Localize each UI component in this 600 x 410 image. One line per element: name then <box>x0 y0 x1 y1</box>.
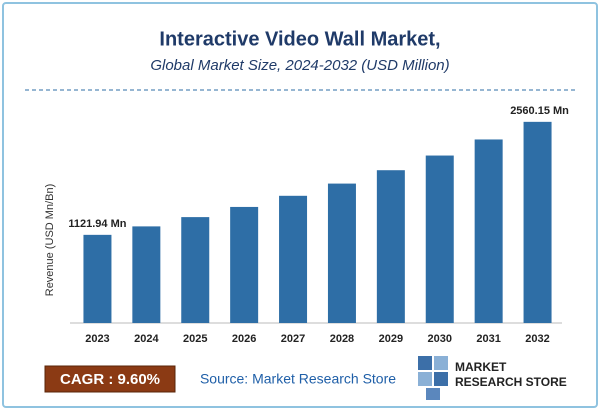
bar <box>425 155 454 323</box>
x-tick-label: 2026 <box>232 333 256 345</box>
data-label: 2560.15 Mn <box>510 105 569 117</box>
x-tick-label: 2023 <box>85 333 109 345</box>
chart-subtitle: Global Market Size, 2024-2032 (USD Milli… <box>150 57 449 74</box>
x-tick-label: 2030 <box>428 333 452 345</box>
bar <box>279 195 308 323</box>
cagr: CAGR : 9.60% <box>60 371 160 388</box>
bar <box>523 121 552 323</box>
x-tick-label: 2025 <box>183 333 207 345</box>
logo-icon <box>418 356 448 400</box>
bar <box>230 206 259 323</box>
bar <box>83 234 112 323</box>
x-tick-label: 2028 <box>330 333 354 345</box>
source: Source: Market Research Store <box>200 371 396 387</box>
x-tick-label: 2031 <box>476 333 500 345</box>
bar <box>132 226 161 323</box>
bar <box>327 183 356 323</box>
x-tick-label: 2029 <box>379 333 403 345</box>
y-axis-label: Revenue (USD Mn/Bn) <box>44 184 56 297</box>
bar <box>474 139 503 323</box>
data-label: 1121.94 Mn <box>68 218 126 230</box>
logo-text: MARKET <box>455 360 507 374</box>
cagr-box <box>44 365 176 393</box>
logo-text: RESEARCH STORE <box>455 375 567 389</box>
bar <box>181 217 210 323</box>
x-tick-label: 2024 <box>134 333 159 345</box>
bar <box>376 170 405 323</box>
x-tick-label: 2032 <box>525 333 549 345</box>
x-tick-label: 2027 <box>281 333 305 345</box>
chart-title: Interactive Video Wall Market, <box>159 28 440 50</box>
